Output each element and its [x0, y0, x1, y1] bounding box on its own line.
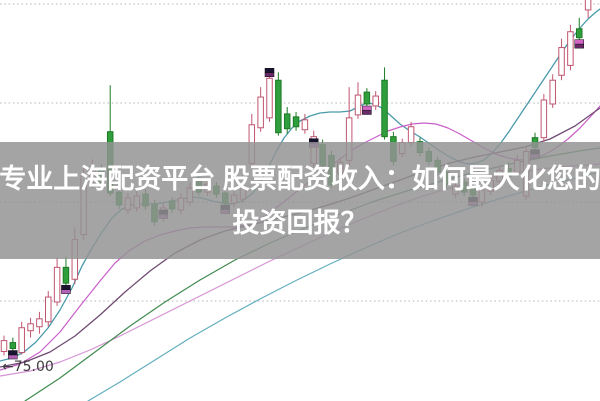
price-annotation: ←75.00 — [2, 359, 54, 375]
candle-body-up — [407, 126, 415, 144]
candle-body-up — [18, 327, 25, 353]
signal-flag-icon — [8, 354, 18, 360]
candle-body-down — [292, 116, 300, 128]
signal-flag-icon — [8, 350, 18, 356]
candle-body-down — [363, 91, 371, 105]
candle-body-down — [283, 113, 291, 130]
signal-flag-icon — [61, 289, 71, 294]
candle-body-up — [0, 340, 8, 352]
candle-body-up — [257, 96, 264, 129]
candle-body-up — [540, 99, 548, 139]
signal-flag-icon — [574, 39, 584, 45]
candle-body-down — [9, 342, 17, 350]
candle-body-up — [567, 31, 574, 66]
candle-body-up — [584, 0, 592, 11]
candle-body-up — [354, 94, 362, 116]
candle-body-down — [576, 28, 583, 39]
candle-body-up — [53, 266, 61, 303]
signal-flag-icon — [362, 110, 372, 115]
candle-body-down — [62, 266, 70, 284]
candle-body-up — [558, 47, 565, 76]
candle-body-up — [27, 323, 34, 332]
candle-body-up — [36, 318, 43, 328]
signal-flag-icon — [574, 43, 584, 49]
signal-flag-icon — [362, 105, 372, 111]
title-line-1: 专业上海配资平台 股票配资收入：如何最大化您的 — [0, 163, 600, 194]
candle-body-down — [381, 79, 388, 138]
title-line-2: 投资回报？ — [232, 207, 368, 238]
candle-body-up — [549, 79, 556, 105]
title-overlay-band: 专业上海配资平台 股票配资收入：如何最大化您的 投资回报？ — [0, 142, 600, 259]
candle-body-up — [266, 77, 273, 119]
signal-flag-icon — [61, 284, 71, 290]
candle-body-up — [45, 296, 52, 323]
candle-body-up — [372, 95, 379, 107]
candle-body-down — [275, 79, 282, 134]
candle-body-up — [301, 119, 309, 131]
signal-flag-icon — [264, 68, 275, 73]
signal-flag-icon — [264, 72, 275, 77]
